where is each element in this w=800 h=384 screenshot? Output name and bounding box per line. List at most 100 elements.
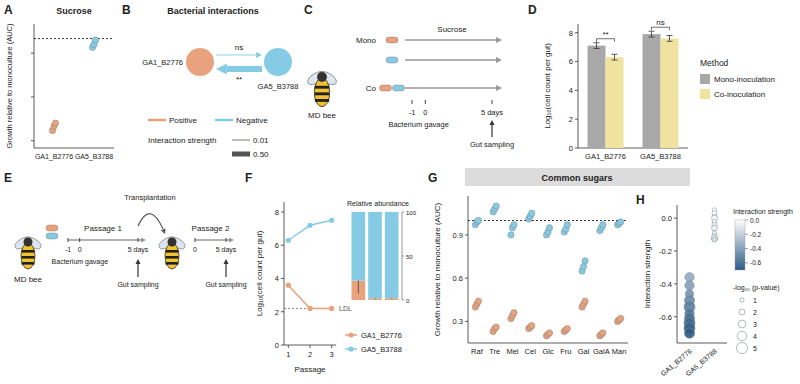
- point: [511, 222, 517, 228]
- stacked-bar: [352, 212, 366, 281]
- legend-title: Interaction strength: [733, 208, 793, 216]
- size-swatch: [739, 309, 745, 315]
- legend-title: Method: [700, 58, 729, 68]
- label: Sucrose: [437, 25, 467, 34]
- y-tick-label: 0.9: [453, 231, 463, 240]
- legend-label: GA5_B3788: [361, 345, 402, 354]
- bee-stripe: [166, 250, 179, 253]
- legend-swatch: [700, 89, 710, 99]
- timeline: [405, 39, 496, 41]
- point: [493, 203, 499, 209]
- colorbar-label: 0.0: [750, 217, 759, 224]
- y-tick: [465, 321, 468, 322]
- legend-label: 5: [753, 345, 757, 352]
- bee-stripe: [166, 262, 179, 265]
- y-tick: [281, 245, 284, 246]
- interaction-edge: [227, 66, 262, 72]
- y-tick: [31, 96, 34, 97]
- stacked-bar: [368, 298, 382, 300]
- y-axis: [578, 24, 579, 148]
- legend-swatch: [215, 119, 233, 122]
- y-tick-label: 6: [275, 241, 279, 250]
- time-tick: [226, 238, 227, 242]
- point: [711, 234, 718, 241]
- y-tick: [674, 283, 677, 284]
- plot-area: [352, 212, 399, 300]
- label: Bacterium gavage: [52, 258, 109, 266]
- y-tick: [575, 119, 578, 120]
- group-label: Mono: [356, 36, 377, 45]
- inset-tick-label: 100: [406, 210, 417, 216]
- legend-label: 2: [753, 309, 757, 316]
- label: Gut sampling: [117, 281, 158, 289]
- legend-swatch: [348, 346, 353, 351]
- y-tick: [575, 61, 578, 62]
- y-tick-label: 2: [569, 115, 573, 124]
- arrowhead: [496, 85, 502, 91]
- significance: **: [602, 30, 608, 39]
- point: [617, 219, 623, 225]
- legend-label: GA1_B2776: [361, 331, 402, 340]
- colorbar-label: -0.2: [750, 231, 762, 238]
- time-tick: [492, 100, 493, 104]
- x-tick-label: Gal: [578, 347, 590, 356]
- figure: ABCDEFGHSucroseGrowth relative to monocu…: [0, 0, 800, 384]
- x-tick-label: 1: [286, 350, 290, 359]
- point: [286, 283, 291, 288]
- size-swatch: [740, 298, 744, 302]
- point: [546, 225, 552, 231]
- x-tick-label: 3: [330, 350, 334, 359]
- legend-label: 0.50: [253, 150, 269, 159]
- inset-tick: [402, 256, 404, 257]
- x-tick-label: GA5_B3788: [684, 347, 718, 378]
- timeline: [405, 87, 496, 89]
- point: [475, 298, 481, 304]
- plot-area: [468, 203, 628, 339]
- y-tick-label: -0.2: [659, 247, 672, 256]
- bee-stripe: [166, 256, 179, 259]
- y-tick: [575, 90, 578, 91]
- strip-header: [465, 168, 690, 186]
- colorbar-label: -0.6: [750, 259, 762, 266]
- point: [712, 225, 718, 231]
- y-tick: [674, 316, 677, 317]
- y-tick: [674, 251, 677, 252]
- time-label: 0: [193, 246, 197, 253]
- panel-label: E: [4, 171, 12, 185]
- time-tick: [412, 100, 413, 104]
- x-tick-label: Man: [612, 347, 627, 356]
- legend-swatch: [148, 119, 166, 122]
- arrowhead: [496, 37, 502, 43]
- legend-label: 1: [753, 297, 757, 304]
- time-label: 5 days: [216, 246, 237, 254]
- y-tick: [31, 140, 34, 141]
- inset-tick: [402, 300, 404, 301]
- stacked-bar: [385, 212, 399, 298]
- x-tick-label: Cel: [525, 347, 537, 356]
- bacterium-icon: [393, 85, 405, 91]
- panel-label: C: [304, 3, 313, 17]
- bee-stripe: [22, 250, 35, 253]
- x-tick-label: Glc: [542, 347, 554, 356]
- sampling-arrow: [225, 264, 226, 277]
- bee-icon: [13, 235, 43, 269]
- bacterium-icon: [386, 57, 398, 63]
- axis-title: Log₁₀(cell count per gut): [543, 43, 552, 129]
- label: Transplantation: [124, 193, 175, 202]
- y-tick-label: 4: [275, 274, 279, 283]
- panel-label: H: [636, 193, 645, 207]
- colorbar-tick: [745, 220, 748, 221]
- arrowhead: [161, 228, 166, 234]
- error-bar: [667, 36, 673, 42]
- arrowhead: [256, 52, 262, 58]
- stacked-bar: [368, 212, 382, 298]
- y-tick-label: 6: [569, 57, 573, 66]
- legend-swatch: [232, 152, 250, 157]
- y-tick-label: 8: [275, 208, 279, 217]
- x-tick: [288, 345, 289, 348]
- bacterium-icon: [386, 37, 398, 43]
- plot-area: [684, 208, 718, 338]
- y-tick-label: 0.0: [662, 214, 672, 223]
- colorbar-tick: [745, 234, 748, 235]
- time-tick: [425, 100, 426, 104]
